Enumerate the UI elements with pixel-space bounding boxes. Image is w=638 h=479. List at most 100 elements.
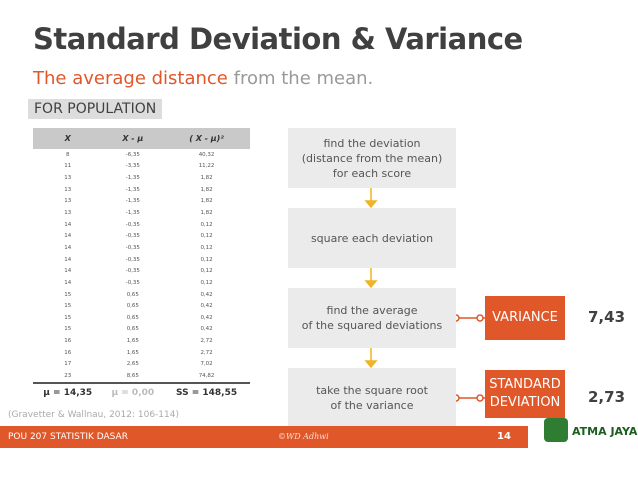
cell: 13 <box>64 198 72 205</box>
column-header: X - μ <box>102 128 164 149</box>
citation: (Gravetter & Wallnau, 2012: 106-114) <box>8 410 179 420</box>
cell: 74,82 <box>198 372 215 379</box>
cell: 15 <box>64 326 72 333</box>
cell: 0,12 <box>200 268 213 275</box>
row: 14 -0,35 0,12 <box>33 242 250 254</box>
cell: 14 <box>64 244 72 251</box>
cell: 1,82 <box>200 186 213 193</box>
cell: 40,32 <box>198 151 215 158</box>
step-line: take the square root <box>316 384 428 397</box>
row: 13 -1,35 1,82 <box>33 184 250 196</box>
result-label: DEVIATION <box>489 395 561 410</box>
row: 16 1,65 2,72 <box>33 335 250 347</box>
step-line: of the squared deviations <box>301 319 443 332</box>
footer-cell: μ = 14,35 <box>33 381 103 403</box>
cell: 14 <box>64 268 72 275</box>
row: 17 2,65 7,02 <box>33 359 250 371</box>
cell: -0,35 <box>125 233 140 240</box>
logo: ATMA JAYA <box>572 425 638 438</box>
cell: 15 <box>64 291 72 298</box>
result-value: 7,43 <box>588 308 626 326</box>
cell: 1,82 <box>200 198 213 205</box>
footer-cell: μ = 0,00 <box>102 381 164 403</box>
column-header: X <box>33 128 103 149</box>
cell: 14 <box>64 233 72 240</box>
cell: 13 <box>64 175 72 182</box>
subtitle-highlight: The average distance <box>33 68 228 89</box>
result-value: 2,73 <box>588 388 626 406</box>
cell: 8 <box>66 151 70 158</box>
step-line: find the average <box>326 304 418 317</box>
result-box: VARIANCE <box>485 296 565 340</box>
cell: 0,12 <box>200 256 213 263</box>
cell: 15 <box>64 314 72 321</box>
cell: -1,35 <box>125 175 140 182</box>
cell: 0,12 <box>200 233 213 240</box>
row: 15 0,65 0,42 <box>33 289 250 301</box>
cell: 14 <box>64 221 72 228</box>
cell: 0,12 <box>200 244 213 251</box>
cell: 0,42 <box>200 314 213 321</box>
cell: 16 <box>64 338 72 345</box>
result-box: STANDARD DEVIATION <box>485 370 565 418</box>
course: POU 207 STATISTIK DASAR <box>8 432 128 442</box>
cell: -0,35 <box>125 244 140 251</box>
result-label: STANDARD <box>489 377 561 392</box>
cell: 15 <box>64 303 72 310</box>
author: ©WD Adhwi <box>278 432 329 441</box>
logo-icon <box>544 418 568 442</box>
cell: 2,65 <box>126 361 139 368</box>
step-line: find the deviation <box>323 136 421 150</box>
cell: 11,22 <box>198 163 215 170</box>
cell: 8,65 <box>126 372 139 379</box>
footer-bar: POU 207 STATISTIK DASAR ©WD Adhwi 14 <box>0 426 528 448</box>
row: 13 -1,35 1,82 <box>33 196 250 208</box>
cell: 2,72 <box>200 349 213 356</box>
cell: 0,65 <box>126 326 139 333</box>
step-box: find the deviation (distance from the mea… <box>288 128 456 188</box>
cell: -0,35 <box>125 279 140 286</box>
cell: 23 <box>64 372 72 379</box>
step-box: find the average of the squared deviation… <box>288 288 456 348</box>
cell: 1,65 <box>126 338 139 345</box>
cell: 0,65 <box>126 291 139 298</box>
cell: 2,72 <box>200 338 213 345</box>
subtitle-rest: from the mean. <box>233 68 374 89</box>
row: 15 0,65 0,42 <box>33 324 250 336</box>
cell: -0,35 <box>125 268 140 275</box>
row: 13 -1,35 1,82 <box>33 172 250 184</box>
cell: -1,35 <box>125 186 140 193</box>
step-line: for each score <box>332 166 412 180</box>
row: 11 -3,35 11,22 <box>33 161 250 173</box>
cell: -1,35 <box>125 210 140 217</box>
column-header: ( X - μ)² <box>163 128 250 149</box>
row: 14 -0,35 0,12 <box>33 277 250 289</box>
row: 8 -6,35 40,32 <box>33 149 250 161</box>
step-line: (distance from the mean) <box>301 151 443 165</box>
cell: 11 <box>64 163 72 170</box>
row: 15 0,65 0,42 <box>33 300 250 312</box>
cell: -0,35 <box>125 256 140 263</box>
cell: 1,82 <box>200 210 213 217</box>
result-label: VARIANCE <box>492 310 558 325</box>
step-box: take the square root of the variance <box>288 368 456 428</box>
cell: 13 <box>64 186 72 193</box>
cell: 16 <box>64 349 72 356</box>
title: Standard Deviation & Variance <box>33 22 523 56</box>
row: 16 1,65 2,72 <box>33 347 250 359</box>
tag: FOR POPULATION <box>28 99 163 119</box>
cell: 14 <box>64 256 72 263</box>
cell: -6,35 <box>125 151 140 158</box>
cell: -3,35 <box>125 163 140 170</box>
cell: 0,65 <box>126 303 139 310</box>
cell: 1,65 <box>126 349 139 356</box>
page-number: 14 <box>497 431 511 442</box>
row: 14 -0,35 0,12 <box>33 230 250 242</box>
cell: 7,02 <box>200 361 213 368</box>
cell: 0,12 <box>200 221 213 228</box>
row: 15 0,65 0,42 <box>33 312 250 324</box>
cell: 17 <box>64 361 72 368</box>
subtitle: The average distance from the mean. <box>33 68 373 89</box>
cell: 0,42 <box>200 291 213 298</box>
